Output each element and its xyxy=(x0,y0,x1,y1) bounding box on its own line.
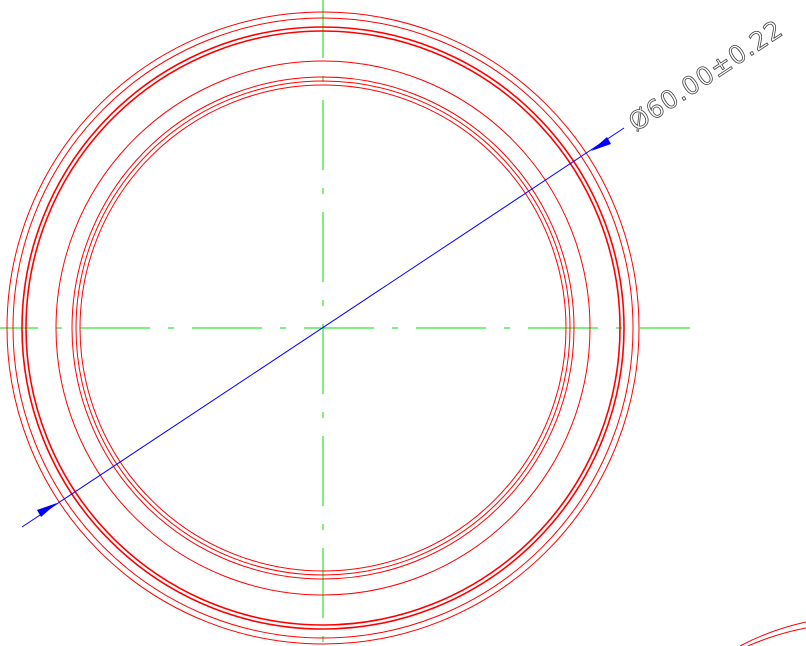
arrowhead xyxy=(37,503,57,517)
dimension-line xyxy=(21,127,625,528)
arc xyxy=(747,627,806,646)
circle xyxy=(55,60,591,596)
circle xyxy=(25,30,621,626)
circle xyxy=(12,17,634,639)
dimension-label: Ø60.00±0.22 xyxy=(623,14,788,137)
arc xyxy=(739,621,806,646)
partial-arcs xyxy=(739,621,806,646)
inner-circle xyxy=(79,84,567,572)
circles xyxy=(6,11,640,645)
arrowhead xyxy=(591,137,611,151)
centerlines xyxy=(0,0,690,646)
outer-circle xyxy=(6,11,640,645)
circle xyxy=(21,26,625,630)
circle xyxy=(71,76,575,580)
circle xyxy=(75,80,571,576)
